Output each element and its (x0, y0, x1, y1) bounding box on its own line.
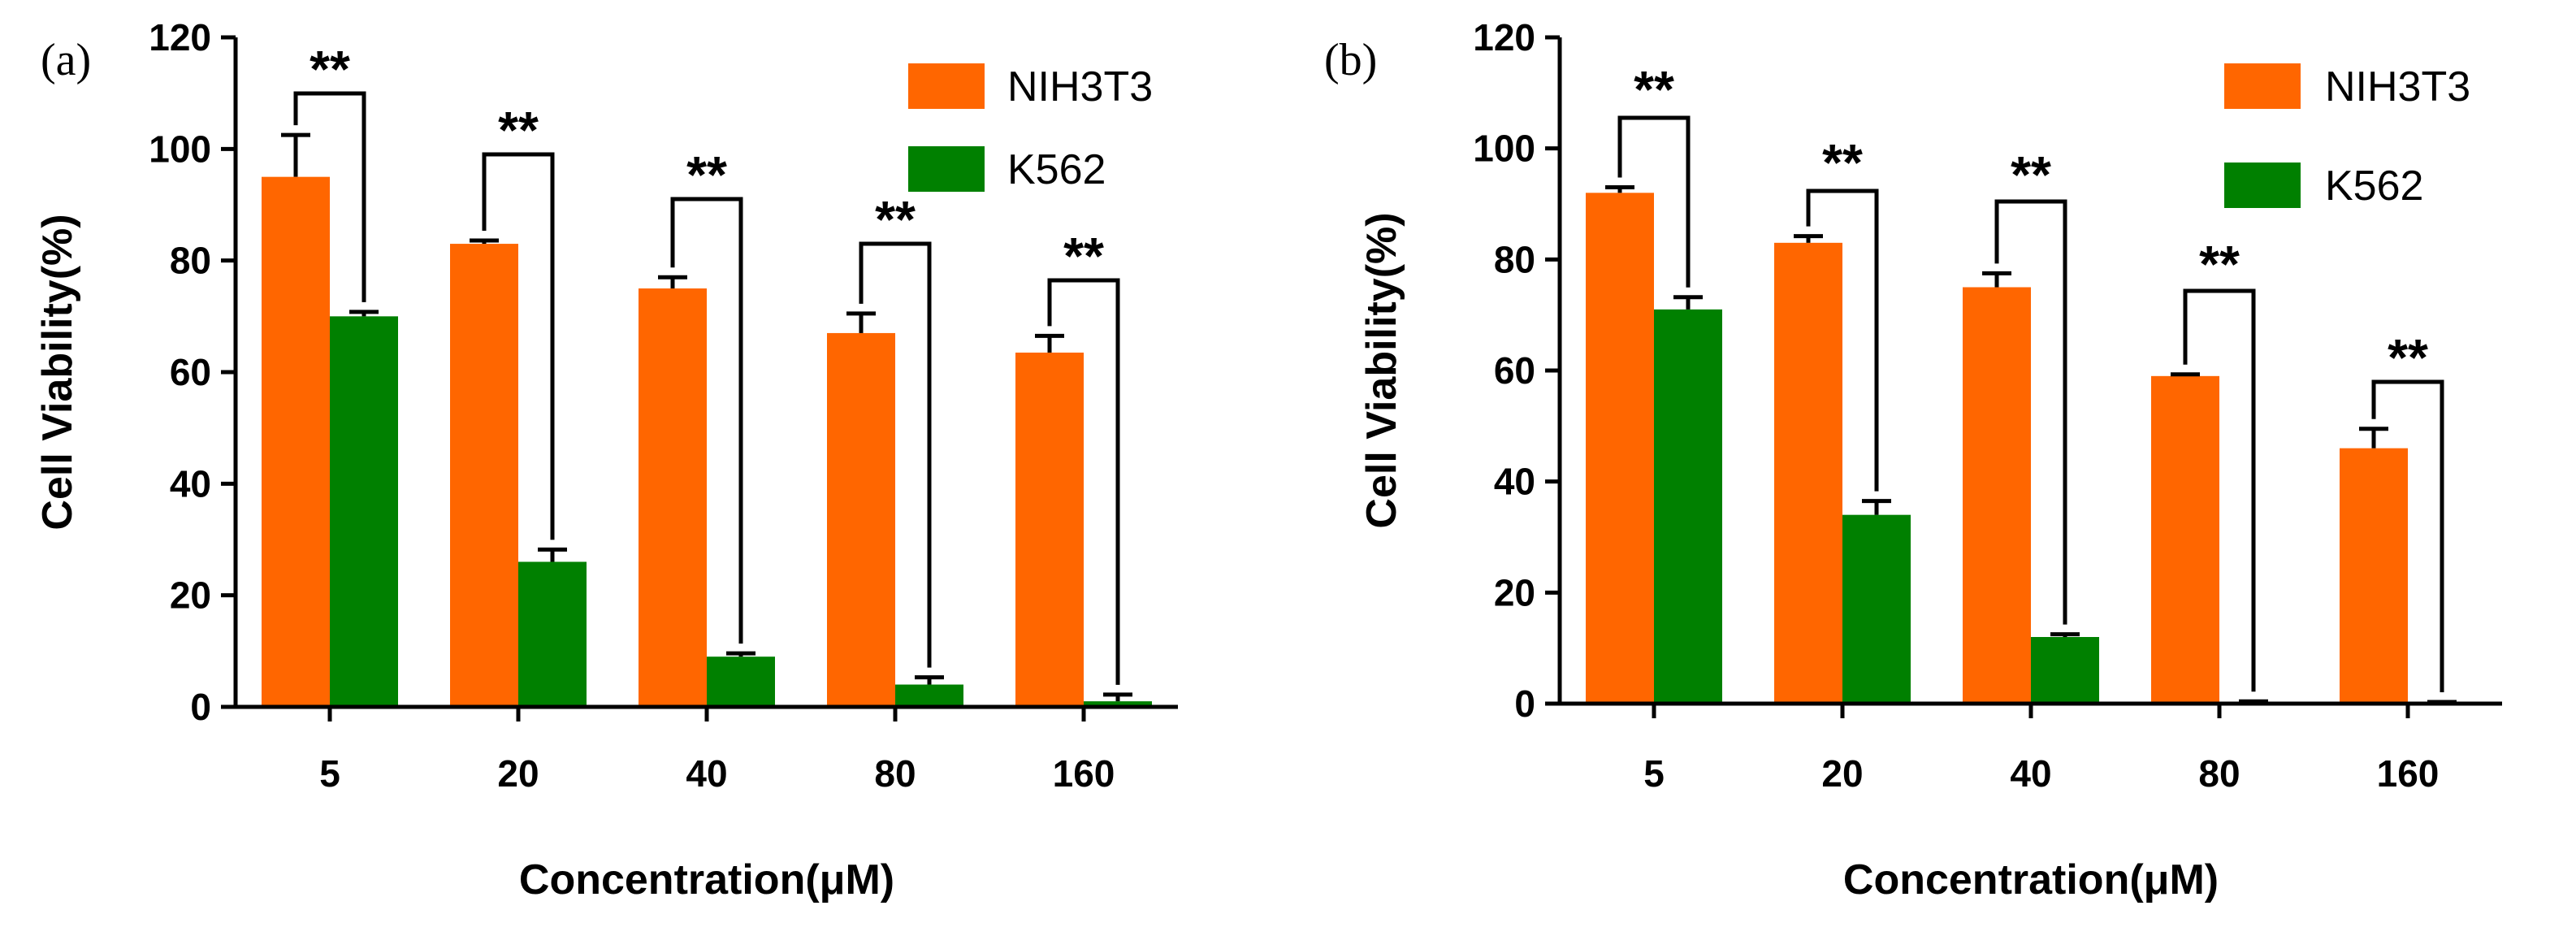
bars-group (1586, 185, 2476, 704)
x-tick-label-20: 20 (1821, 752, 1863, 795)
x-axis-title: Concentration(μM) (519, 856, 894, 904)
significance-bracket-160 (1047, 278, 1120, 685)
bar-k562-5 (1654, 309, 1722, 704)
significance-bracket-40 (670, 197, 743, 644)
bar-k562-20 (518, 561, 587, 707)
x-tick-label-80: 80 (2198, 752, 2240, 795)
bar-nih3t3-20 (1774, 242, 1842, 704)
bar-nih3t3-80 (2151, 375, 2219, 704)
x-tick-label-40: 40 (686, 752, 727, 795)
bar-nih3t3-80 (827, 332, 895, 707)
legend-swatch-nih3t3 (908, 63, 985, 109)
legend-swatch-k562 (2224, 162, 2301, 208)
y-axis-title: Cell Viability(%) (34, 214, 81, 530)
y-tick-label-0: 0 (190, 686, 211, 728)
legend-swatch-nih3t3 (2224, 63, 2301, 109)
significance-bracket-80 (2183, 288, 2256, 692)
significance-label-80: ** (875, 190, 916, 249)
legend: NIH3T3 K562 (908, 63, 1153, 193)
y-tick-label-0: 0 (1514, 682, 1535, 725)
significance-label-20: ** (498, 101, 539, 159)
y-tick-label-120: 120 (149, 16, 211, 58)
chart-panel-a: ** ** ** ** ** 0 20 40 60 80 100 120 5 20 40 80 160 Cell … (34, 16, 1178, 904)
x-tick-label-160: 160 (1053, 752, 1115, 795)
legend-label-k562: K562 (1007, 146, 1106, 193)
bar-nih3t3-160 (2340, 448, 2408, 704)
bar-nih3t3-5 (262, 176, 330, 707)
bar-k562-80 (895, 684, 963, 707)
x-axis-title: Concentration(μM) (1843, 856, 2219, 904)
bar-nih3t3-5 (1586, 193, 1654, 704)
bar-k562-5 (330, 316, 398, 707)
significance-label-80: ** (2199, 235, 2240, 293)
legend: NIH3T3 K562 (2224, 63, 2470, 210)
significance-bracket-160 (2371, 379, 2444, 692)
y-tick-label-100: 100 (149, 128, 211, 170)
x-tick-label-5: 5 (319, 752, 340, 795)
legend-label-nih3t3: NIH3T3 (1007, 63, 1153, 110)
bar-nih3t3-160 (1015, 352, 1084, 707)
x-tick-label-5: 5 (1643, 752, 1665, 795)
panel-label: (b) (1324, 35, 1377, 85)
y-tick-label-40: 40 (1494, 461, 1535, 503)
significance-bracket-5 (1617, 115, 1691, 288)
significance-label-160: ** (2388, 328, 2428, 387)
significance-label-40: ** (2011, 145, 2051, 204)
y-tick-label-80: 80 (1494, 238, 1535, 280)
significance-label-20: ** (1822, 133, 1863, 192)
y-tick-label-20: 20 (170, 574, 211, 617)
bar-k562-40 (707, 656, 775, 707)
significance-bracket-80 (859, 241, 932, 668)
bar-nih3t3-20 (450, 244, 518, 708)
y-tick-label-120: 120 (1473, 16, 1535, 58)
x-tick-label-80: 80 (874, 752, 916, 795)
legend-swatch-k562 (908, 146, 985, 192)
y-tick-label-60: 60 (170, 351, 211, 393)
y-tick-label-20: 20 (1494, 571, 1535, 613)
significance-bracket-20 (1806, 188, 1879, 492)
y-tick-label-100: 100 (1473, 128, 1535, 170)
bar-nih3t3-40 (639, 288, 707, 707)
significance-bracket-40 (1994, 199, 2067, 625)
bar-k562-160 (1084, 701, 1152, 707)
significance-label-160: ** (1063, 227, 1104, 285)
bar-k562-20 (1842, 514, 1911, 704)
significance-group: ** ** ** ** ** (293, 40, 1120, 685)
significance-bracket-20 (482, 152, 555, 540)
x-tick-label-160: 160 (2377, 752, 2440, 795)
x-tick-label-40: 40 (2010, 752, 2051, 795)
y-tick-label-80: 80 (170, 240, 211, 282)
panel-label: (a) (41, 35, 91, 85)
significance-label-5: ** (310, 40, 350, 98)
significance-label-5: ** (1634, 60, 1674, 119)
y-tick-label-40: 40 (170, 462, 211, 505)
chart-panel-b: ** ** ** ** ** 0 20 40 60 80 100 120 5 20 40 80 160 Cell … (1324, 16, 2502, 904)
bars-group (262, 132, 1152, 708)
significance-label-40: ** (686, 145, 727, 204)
legend-label-k562: K562 (2325, 162, 2423, 210)
bar-nih3t3-40 (1963, 287, 2031, 704)
x-tick-label-20: 20 (497, 752, 539, 795)
legend-label-nih3t3: NIH3T3 (2325, 63, 2470, 110)
significance-group: ** ** ** ** ** (1617, 60, 2444, 692)
y-axis-title: Cell Viability(%) (1358, 212, 1405, 528)
significance-bracket-5 (293, 91, 366, 302)
y-tick-label-60: 60 (1494, 349, 1535, 392)
bar-k562-40 (2031, 637, 2099, 704)
